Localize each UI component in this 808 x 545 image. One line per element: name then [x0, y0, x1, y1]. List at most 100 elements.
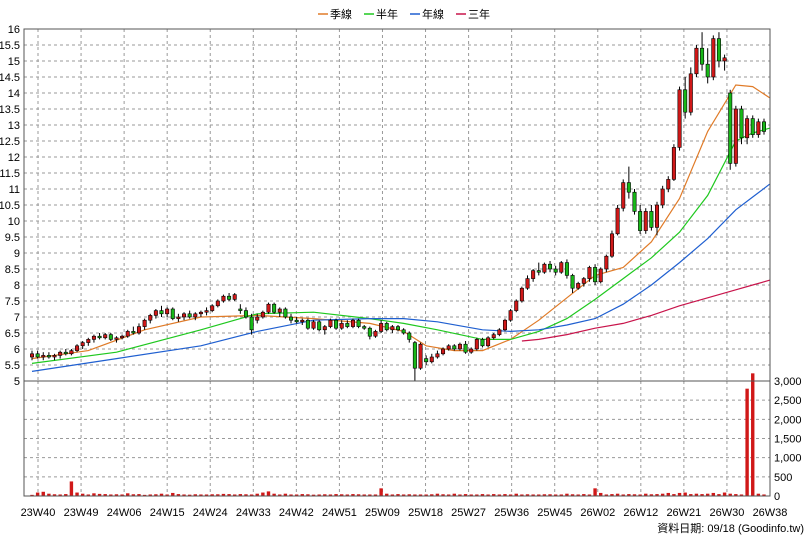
candle — [170, 307, 175, 321]
candle-body — [559, 262, 564, 273]
candle-body — [350, 319, 355, 327]
volume-bar — [52, 494, 57, 496]
volume-bar — [317, 494, 321, 496]
candle — [187, 310, 192, 319]
candle — [232, 293, 237, 301]
ma-line-3 — [31, 183, 770, 372]
candle — [514, 299, 519, 313]
candle — [159, 305, 164, 317]
volume-bar — [187, 494, 192, 496]
candle-body — [232, 294, 237, 300]
candle — [80, 341, 85, 349]
candle-body — [700, 47, 705, 65]
candle — [35, 350, 40, 359]
candle — [745, 115, 750, 145]
volume-bar — [109, 494, 113, 496]
candle-body — [728, 92, 733, 164]
candle-body — [649, 211, 654, 228]
volume-bar — [266, 491, 271, 496]
candle-body — [176, 316, 181, 319]
candle — [491, 333, 496, 340]
candle-body — [356, 319, 361, 327]
volume-bar — [514, 493, 518, 496]
volume-bar — [418, 494, 423, 496]
price-tick-label: 6.5 — [5, 328, 20, 340]
volume-bar — [717, 494, 721, 496]
legend-label-1: 季線 — [330, 7, 352, 21]
candle — [621, 179, 626, 212]
ma-line-2 — [31, 127, 770, 364]
volume-bar — [390, 494, 395, 496]
volume-bar — [570, 494, 575, 496]
candle-body — [204, 310, 209, 313]
volume-bar — [159, 493, 164, 496]
volume-bar — [751, 373, 755, 496]
candle — [294, 317, 299, 324]
candle-body — [328, 319, 333, 327]
volume-bar — [216, 494, 220, 496]
ma-line-1 — [31, 84, 770, 360]
candle — [305, 318, 310, 330]
candle-body — [604, 255, 609, 270]
candle — [694, 45, 699, 77]
volume-bar — [739, 494, 744, 496]
candle — [446, 344, 451, 351]
candle-body — [221, 295, 226, 302]
volume-bar — [672, 494, 676, 496]
volume-bar — [35, 492, 40, 496]
candle-body — [103, 334, 108, 339]
candle — [671, 144, 676, 181]
candle — [63, 349, 68, 356]
candle-body — [322, 326, 327, 331]
candle-body — [683, 89, 688, 113]
candle — [593, 264, 598, 285]
volume-bar — [435, 493, 440, 496]
candle — [531, 269, 536, 282]
candle-body — [733, 108, 738, 164]
volume-bar — [559, 494, 563, 496]
volume-bar — [599, 492, 603, 496]
candle — [198, 310, 203, 317]
volume-bar — [97, 493, 102, 496]
candle-body — [255, 316, 260, 321]
price-tick-label: 11.5 — [0, 168, 20, 180]
candle — [688, 67, 693, 116]
volume-grid — [24, 380, 771, 497]
x-tick-label: 25W36 — [494, 507, 529, 519]
volume-bar — [334, 494, 338, 496]
candle-body — [29, 353, 34, 358]
volume-bar — [261, 492, 265, 496]
candle-body — [41, 355, 46, 358]
candle — [469, 347, 474, 354]
candle-body — [638, 211, 643, 231]
candle-body — [626, 182, 631, 193]
candle-body — [114, 337, 119, 340]
volume-bars — [30, 373, 766, 496]
volume-bar — [469, 494, 473, 496]
volume-bar — [300, 494, 304, 496]
volume-axis: 3,000 2,500 2,000 1,500 1,000 500 0 — [774, 376, 802, 503]
candle — [221, 294, 226, 303]
candle-body — [480, 339, 485, 347]
x-tick-label: 24W42 — [279, 507, 314, 519]
x-tick-label: 24W51 — [322, 507, 357, 519]
candle — [677, 86, 682, 151]
candle-body — [694, 47, 699, 75]
volume-bar — [41, 491, 45, 496]
candle — [632, 189, 637, 215]
candle — [750, 115, 755, 138]
volume-bar — [86, 494, 91, 496]
candle — [322, 325, 327, 335]
candle-body — [761, 121, 766, 132]
volume-bar — [126, 493, 130, 496]
candle — [626, 166, 631, 199]
candle — [41, 352, 46, 361]
candle-body — [609, 233, 614, 257]
volume-bar — [413, 494, 417, 496]
volume-bar — [255, 493, 259, 496]
candle-body — [131, 331, 136, 334]
volume-bar — [379, 488, 383, 496]
candle-body — [69, 350, 74, 355]
candle-body — [187, 313, 192, 318]
candle-body — [457, 343, 462, 350]
